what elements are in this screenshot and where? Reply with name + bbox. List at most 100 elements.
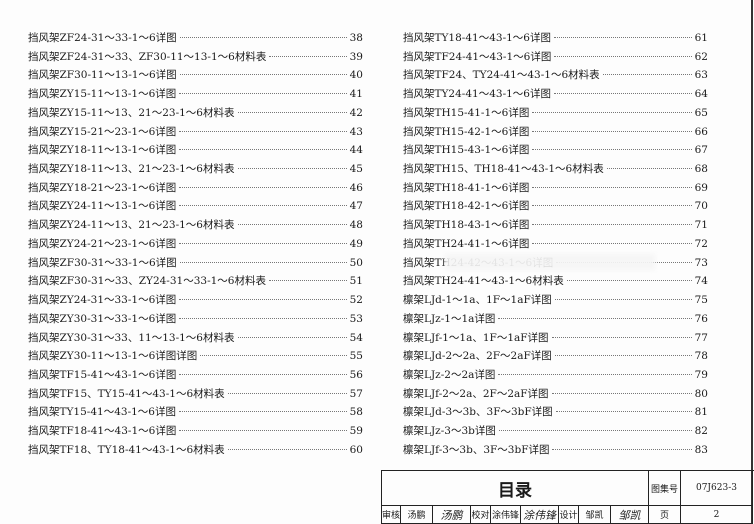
toc-entry-page: 60 bbox=[349, 443, 363, 456]
dot-leader bbox=[200, 355, 347, 357]
toc-entry: 挡风架ZY30-31～33-1～6详图 53 bbox=[28, 311, 363, 330]
toc-entry-title: 檩架LJf-2～2a、2F～2aF详图 bbox=[403, 387, 549, 400]
toc-entry: 檩架LJd-2～2a、2F～2aF详图 78 bbox=[403, 348, 708, 367]
reviewer-name: 汤鹏 bbox=[401, 506, 433, 524]
toc-entry: 挡风架ZY15-21～23-1～6详图 43 bbox=[28, 124, 363, 143]
toc-entry-title: 挡风架ZY30-31～33、11～13-1～6材料表 bbox=[28, 331, 235, 344]
dot-leader bbox=[553, 37, 692, 38]
toc-entry-page: 58 bbox=[349, 406, 363, 419]
toc-entry-title: 挡风架TH18-42-1～6详图 bbox=[403, 200, 530, 213]
toc-entry-page: 50 bbox=[349, 256, 363, 269]
toc-entry-page: 69 bbox=[694, 181, 708, 194]
toc-entry: 挡风架ZF24-31～33、ZF30-11～13-1～6材料表 39 bbox=[28, 49, 363, 68]
toc-entry-title: 挡风架TH18-41-1～6详图 bbox=[403, 181, 530, 194]
toc-entry-page: 44 bbox=[349, 144, 363, 157]
toc-entry-title: 挡风架TH15-43-1～6详图 bbox=[403, 144, 530, 157]
toc-entry-page: 61 bbox=[694, 32, 708, 44]
dot-leader bbox=[498, 373, 692, 375]
dot-leader bbox=[179, 373, 347, 375]
toc-entry: 檩架LJz-1～1a详图 76 bbox=[403, 311, 708, 330]
toc-left-column: 挡风架ZF24-31～33-1～6详图 38 挡风架ZF24-31～33、ZF30-… bbox=[28, 30, 363, 461]
toc-entry: 挡风架ZY30-31～33、11～13-1～6材料表 54 bbox=[28, 330, 363, 349]
toc-entry-title: 挡风架ZY15-21～23-1～6详图 bbox=[28, 125, 177, 138]
toc-entry-title: 挡风架TY15-41～43-1～6详图 bbox=[28, 406, 176, 419]
dot-leader bbox=[498, 430, 692, 432]
toc-entry: 挡风架TY15-41～43-1～6详图 58 bbox=[28, 404, 363, 423]
title-block: 目录 图集号 07J623-3 审核 汤鹏 汤鹏 校对 涂伟锋 涂伟锋 设计 邹… bbox=[381, 470, 754, 524]
toc-entry-page: 59 bbox=[349, 425, 363, 438]
toc-entry-title: 挡风架ZF30-31～33-1～6详图 bbox=[28, 256, 177, 269]
dot-leader bbox=[552, 448, 692, 450]
toc-entry-page: 65 bbox=[694, 106, 708, 119]
toc-entry-page: 51 bbox=[349, 275, 363, 288]
toc-entry: 檩架LJd-3～3b、3F～3bF详图 81 bbox=[403, 404, 708, 423]
toc-entry-page: 46 bbox=[349, 181, 363, 194]
toc-entry: 挡风架ZY18-11～13-1～6详图 44 bbox=[28, 142, 363, 161]
toc-entry: 檩架LJf-3～3b、3F～3bF详图 83 bbox=[403, 442, 708, 461]
toc-entry-page: 38 bbox=[349, 32, 363, 44]
toc-entry-title: 挡风架ZY24-11～13、21～23-1～6材料表 bbox=[28, 219, 235, 232]
toc-entry: 檩架LJd-1～1a、1F～1aF详图 75 bbox=[403, 292, 708, 311]
toc-entry-page: 63 bbox=[694, 69, 708, 82]
atlas-no-label: 图集号 bbox=[649, 471, 681, 506]
toc-entry: 挡风架ZF30-31～33、ZY24-31～33-1～6材料表 51 bbox=[28, 273, 363, 292]
toc-entry-title: 挡风架TH15-41-1～6详图 bbox=[403, 106, 530, 119]
toc-entry-page: 67 bbox=[694, 144, 708, 157]
toc-entry-title: 挡风架TF18、TY18-41～43-1～6材料表 bbox=[28, 443, 225, 456]
dot-leader bbox=[602, 74, 692, 76]
frame-border bbox=[751, 0, 753, 524]
dot-leader bbox=[498, 317, 692, 319]
toc-entry: 挡风架TH18-41-1～6详图 69 bbox=[403, 180, 708, 199]
toc-entry-page: 41 bbox=[349, 88, 363, 101]
toc-entry: 挡风架TH15-42-1～6详图 66 bbox=[403, 124, 708, 143]
toc-entry-page: 40 bbox=[349, 69, 363, 82]
toc-entry-page: 49 bbox=[349, 237, 363, 250]
page-number: 2 bbox=[681, 506, 753, 524]
dot-leader bbox=[551, 392, 692, 394]
toc-entry-title: 檩架LJd-3～3b、3F～3bF详图 bbox=[403, 406, 553, 419]
toc-entry-title: 挡风架ZF24-31～33、ZF30-11～13-1～6材料表 bbox=[28, 50, 267, 63]
scan-smudge bbox=[445, 254, 655, 270]
page-label: 页 bbox=[649, 506, 681, 524]
toc-entry-title: 挡风架TF24、TY24-41～43-1～6材料表 bbox=[403, 69, 600, 82]
toc-entry: 檩架LJf-1～1a、1F～1aF详图 77 bbox=[403, 330, 708, 349]
toc-entry-title: 挡风架TH15、TH18-41～43-1～6材料表 bbox=[403, 163, 604, 176]
toc-entry: 挡风架TF18-41～43-1～6详图 59 bbox=[28, 423, 363, 442]
designer-signature: 邹凯 bbox=[611, 506, 649, 524]
toc-entry-title: 挡风架TH24-41-1～6详图 bbox=[403, 237, 530, 250]
toc-entry-title: 挡风架TF24-41～43-1～6详图 bbox=[403, 50, 552, 63]
toc-entry-title: 挡风架ZY24-31～33-1～6详图 bbox=[28, 294, 177, 307]
toc-entry: 挡风架TH15-41-1～6详图 65 bbox=[403, 105, 708, 124]
toc-entry-title: 檩架LJd-1～1a、1F～1aF详图 bbox=[403, 294, 552, 307]
toc-entry: 挡风架TF18、TY18-41～43-1～6材料表 60 bbox=[28, 442, 363, 461]
toc-entry-title: 挡风架TF15、TY15-41～43-1～6材料表 bbox=[28, 387, 225, 400]
dot-leader bbox=[179, 299, 347, 301]
dot-leader bbox=[179, 74, 347, 76]
toc-entry: 挡风架ZY15-11～13-1～6详图 41 bbox=[28, 86, 363, 105]
dot-leader bbox=[179, 242, 347, 244]
dot-leader bbox=[237, 111, 347, 113]
toc-entry-page: 78 bbox=[694, 350, 708, 363]
toc-entry-page: 82 bbox=[694, 425, 708, 438]
review-label: 审核 bbox=[382, 506, 401, 524]
toc-entry-page: 72 bbox=[694, 237, 708, 250]
toc-entry-page: 56 bbox=[349, 368, 363, 381]
dot-leader bbox=[268, 280, 347, 282]
designer-name: 邹凯 bbox=[579, 506, 611, 524]
toc-entry: 挡风架ZY24-11～13-1～6详图 47 bbox=[28, 198, 363, 217]
toc-entry-title: 挡风架ZY24-11～13-1～6详图 bbox=[28, 200, 177, 213]
toc-entry-page: 52 bbox=[349, 294, 363, 307]
toc-entry: 挡风架ZY18-11～13、21～23-1～6材料表 45 bbox=[28, 161, 363, 180]
toc-entry-page: 45 bbox=[349, 163, 363, 176]
toc-entry-title: 挡风架ZY30-11～13-1～6详图详图 bbox=[28, 350, 198, 363]
toc-entry-title: 挡风架ZY15-11～13-1～6详图 bbox=[28, 88, 177, 101]
toc-entry: 挡风架TY18-41～43-1～6详图 61 bbox=[403, 30, 708, 49]
dot-leader bbox=[179, 261, 347, 263]
toc-entry-title: 挡风架TF15-41～43-1～6详图 bbox=[28, 368, 177, 381]
toc-entry: 檩架LJz-2～2a详图 79 bbox=[403, 367, 708, 386]
dot-leader bbox=[237, 336, 347, 338]
toc-entry-page: 54 bbox=[349, 331, 363, 344]
dot-leader bbox=[532, 186, 692, 188]
check-label: 校对 bbox=[471, 506, 491, 524]
toc-entry: 挡风架TF24、TY24-41～43-1～6材料表 63 bbox=[403, 67, 708, 86]
